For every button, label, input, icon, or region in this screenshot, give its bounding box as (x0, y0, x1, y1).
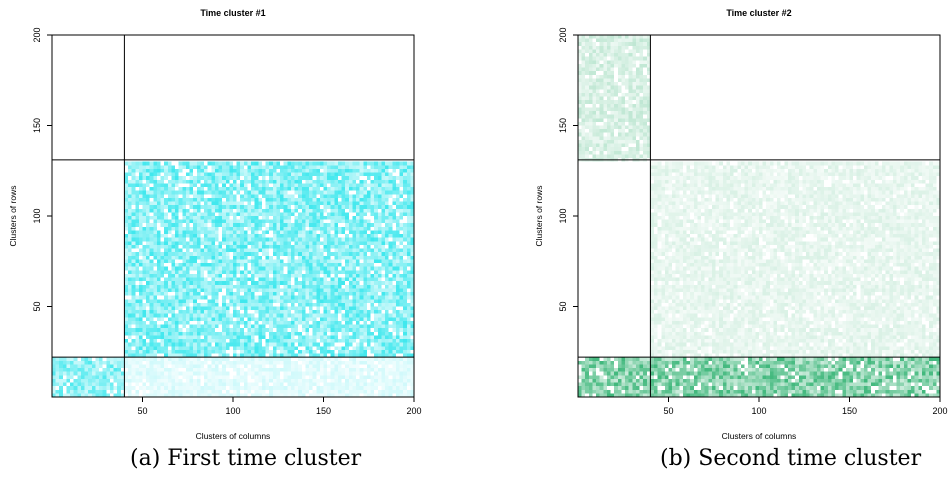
heatmap-cells (578, 35, 940, 397)
x-tick-label: 200 (406, 406, 421, 416)
y-tick-label: 150 (558, 118, 568, 133)
y-tick-label: 100 (558, 208, 568, 223)
caption-second-time-cluster: (b) Second time cluster (660, 446, 922, 471)
y-tick-label: 50 (32, 301, 42, 311)
y-tick-label: 50 (558, 301, 568, 311)
x-axis-title: Clusters of columns (196, 431, 271, 441)
x-tick-label: 50 (663, 406, 673, 416)
heatmap-panel-time-cluster-1: Time cluster #1 50 100 150 200 50 100 150 200 Clu… (8, 8, 422, 441)
x-tick-label: 100 (225, 406, 240, 416)
heatmap-cells (52, 35, 414, 397)
y-axis-title: Clusters of rows (534, 186, 544, 247)
x-axis-title: Clusters of columns (722, 431, 797, 441)
x-tick-label: 50 (137, 406, 147, 416)
x-tick-label: 100 (751, 406, 766, 416)
chart-title: Time cluster #1 (200, 8, 265, 18)
heatmap-panel-time-cluster-2: Time cluster #2 50 100 150 200 50 100 150 200 Clu… (534, 8, 948, 441)
y-tick-label: 200 (558, 27, 568, 42)
x-tick-label: 150 (316, 406, 331, 416)
y-tick-label: 200 (32, 27, 42, 42)
y-axis-title: Clusters of rows (8, 186, 18, 247)
x-tick-label: 200 (932, 406, 947, 416)
caption-first-time-cluster: (a) First time cluster (130, 446, 362, 471)
y-tick-label: 150 (32, 118, 42, 133)
chart-title: Time cluster #2 (726, 8, 791, 18)
x-tick-label: 150 (842, 406, 857, 416)
y-tick-label: 100 (32, 208, 42, 223)
